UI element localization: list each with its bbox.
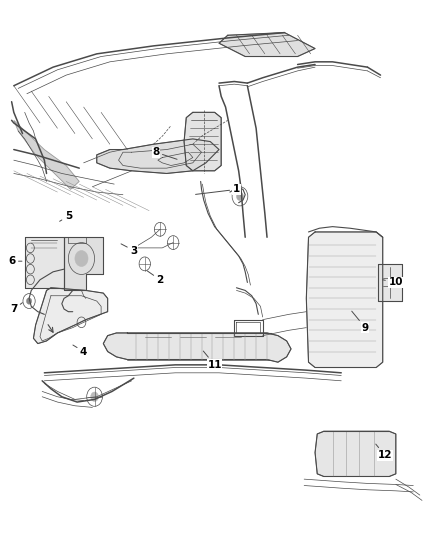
Polygon shape [103,333,291,362]
Text: 6: 6 [8,256,22,266]
Polygon shape [306,232,383,368]
Polygon shape [97,139,219,173]
Text: 12: 12 [376,444,392,460]
Text: 4: 4 [73,345,87,357]
Polygon shape [184,112,221,171]
Circle shape [91,392,99,401]
Text: 9: 9 [352,311,369,333]
Polygon shape [315,431,396,477]
Polygon shape [219,33,315,56]
Circle shape [26,298,32,304]
Polygon shape [378,264,403,301]
Text: 11: 11 [203,351,222,370]
Text: 1: 1 [195,184,240,195]
Polygon shape [64,237,103,290]
Text: 7: 7 [10,303,22,314]
Circle shape [237,192,244,200]
Polygon shape [14,120,79,189]
Text: 2: 2 [147,271,164,285]
Text: 8: 8 [152,147,177,159]
Polygon shape [33,288,108,344]
Polygon shape [25,237,64,288]
Text: 5: 5 [60,211,72,221]
Circle shape [75,251,88,266]
Text: 3: 3 [121,244,138,255]
Text: 10: 10 [383,278,403,287]
